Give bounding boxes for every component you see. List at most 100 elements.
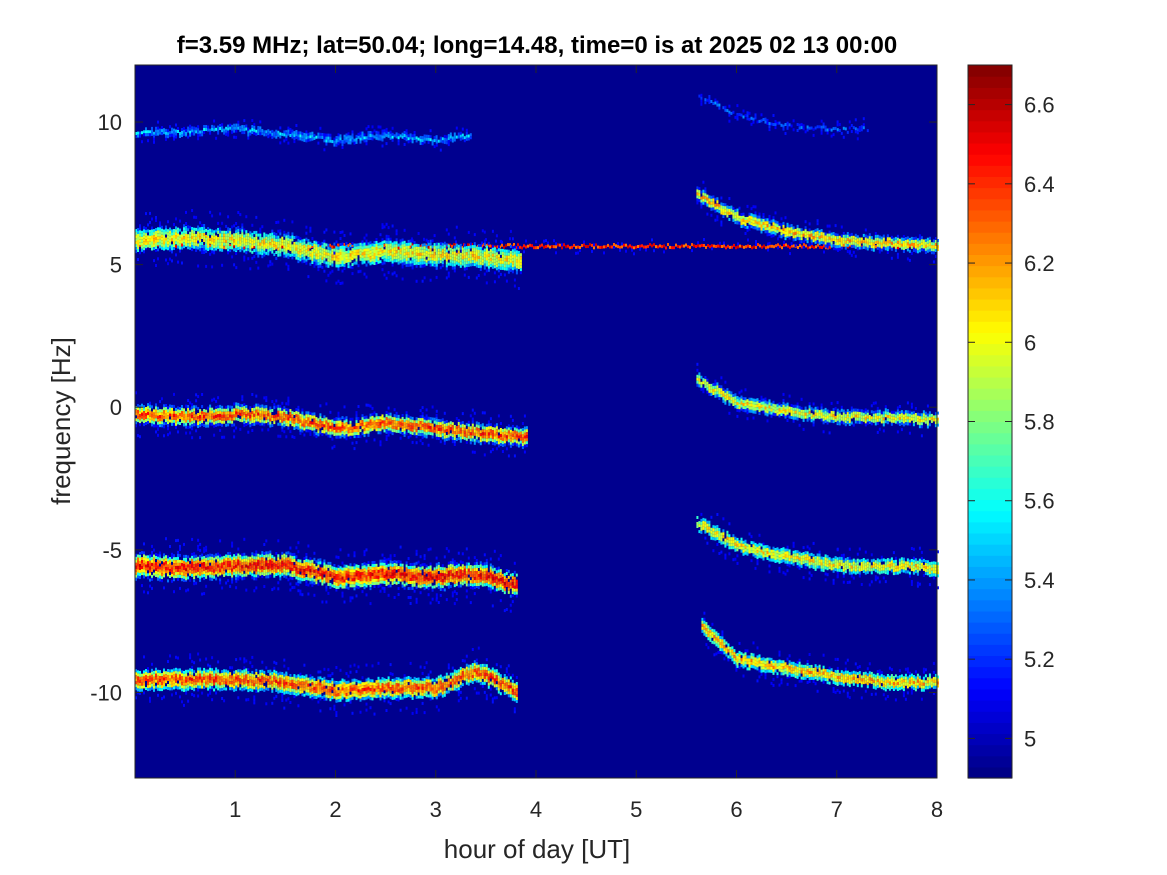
spectrogram-cell [403, 243, 406, 247]
spectrogram-cell [327, 273, 330, 277]
spectrogram-cell [774, 123, 777, 127]
spectrogram-cell [455, 135, 458, 139]
spectrogram-cell [704, 196, 707, 200]
spectrogram-cell [221, 411, 224, 415]
spectrogram-cell [329, 256, 332, 260]
spectrogram-cell [255, 215, 258, 219]
spectrogram-cell [217, 417, 220, 421]
spectrogram-cell [273, 134, 276, 138]
spectrogram-cell [373, 259, 376, 262]
spectrogram-cell [411, 237, 413, 241]
spectrogram-cell [421, 279, 424, 283]
spectrogram-cell [205, 240, 208, 244]
spectrogram-cell [507, 424, 510, 428]
spectrogram-cell [351, 130, 354, 134]
spectrogram-cell [497, 435, 500, 439]
spectrogram-cell [511, 255, 514, 259]
spectrogram-cell [501, 263, 504, 267]
spectrogram-cell [838, 241, 841, 245]
spectrogram-cell [415, 423, 418, 427]
spectrogram-cell [155, 126, 157, 130]
spectrogram-cell [657, 245, 659, 249]
spectrogram-cell [734, 393, 737, 397]
spectrogram-cell [756, 120, 759, 124]
spectrogram-cell [453, 263, 456, 267]
spectrogram-cell [782, 221, 785, 225]
spectrogram-cell [307, 420, 310, 424]
spectrogram-cell [179, 132, 181, 135]
spectrogram-cell [245, 230, 248, 234]
spectrogram-cell [287, 129, 290, 133]
spectrogram-cell [427, 242, 430, 246]
spectrogram-cell [325, 249, 328, 253]
spectrogram-cell [191, 236, 194, 239]
spectrogram-cell [517, 426, 520, 430]
spectrogram-cell [708, 198, 711, 202]
spectrogram-cell [297, 137, 300, 141]
spectrogram-cell [712, 198, 715, 202]
spectrogram-cell [323, 242, 326, 246]
spectrogram-cell [653, 249, 655, 253]
spectrogram-cell [369, 422, 372, 426]
spectrogram-cell [173, 131, 175, 135]
spectrogram-cell [205, 409, 208, 413]
spectrogram-cell [423, 252, 426, 256]
spectrogram-cell [433, 249, 436, 253]
spectrogram-cell [413, 244, 416, 248]
spectrogram-cell [173, 229, 175, 232]
spectrogram-cell [756, 224, 759, 228]
spectrogram-cell [209, 228, 212, 232]
spectrogram-cell [754, 398, 757, 402]
spectrogram-cell [385, 435, 388, 438]
spectrogram-cell [149, 238, 151, 242]
spectrogram-cell [401, 132, 404, 136]
spectrogram-cell [263, 244, 266, 248]
spectrogram-cell [331, 254, 334, 258]
spectrogram-cell [357, 435, 360, 438]
spectrogram-cell [711, 244, 713, 248]
spectrogram-cell [781, 246, 783, 250]
spectrogram-cell [143, 414, 145, 418]
spectrogram-cell [307, 251, 310, 255]
spectrogram-cell [171, 259, 173, 263]
spectrogram-cell [287, 264, 290, 268]
spectrogram-cell [481, 423, 484, 427]
spectrogram-cell [139, 227, 141, 231]
spectrogram-cell [934, 246, 937, 249]
spectrogram-cell [169, 131, 171, 135]
spectrogram-cell [289, 421, 292, 425]
spectrogram-cell [269, 260, 272, 264]
spectrogram-cell [215, 247, 218, 251]
spectrogram-cell [419, 135, 422, 139]
spectrogram-cell [435, 433, 438, 437]
spectrogram-cell [243, 412, 246, 416]
spectrogram-cell [147, 418, 149, 422]
spectrogram-cell [748, 117, 751, 121]
spectrogram-cell [421, 261, 424, 265]
spectrogram-cell [726, 391, 729, 395]
spectrogram-cell [301, 132, 304, 136]
spectrogram-cell [381, 256, 384, 260]
spectrogram-cell [327, 255, 330, 259]
spectrogram-cell [417, 256, 420, 259]
spectrogram-cell [389, 430, 392, 434]
spectrogram-cell [279, 135, 282, 139]
spectrogram-cell [503, 443, 506, 447]
spectrogram-cell [373, 241, 376, 244]
spectrogram-cell [918, 249, 921, 253]
spectrogram-cell [425, 244, 428, 248]
spectrogram-cell [331, 428, 334, 432]
spectrogram-cell [519, 428, 522, 432]
spectrogram-cell [287, 234, 290, 238]
spectrogram-cell [874, 238, 877, 241]
spectrogram-cell [737, 242, 739, 246]
spectrogram-cell [383, 423, 386, 427]
spectrogram-cell [197, 407, 200, 410]
spectrogram-cell [263, 238, 266, 242]
spectrogram-cell [187, 414, 190, 417]
spectrogram-cell [281, 242, 284, 246]
spectrogram-cell [331, 260, 334, 264]
spectrogram-cell [365, 439, 368, 443]
spectrogram-cell [848, 239, 851, 243]
spectrogram-cell [822, 235, 825, 239]
